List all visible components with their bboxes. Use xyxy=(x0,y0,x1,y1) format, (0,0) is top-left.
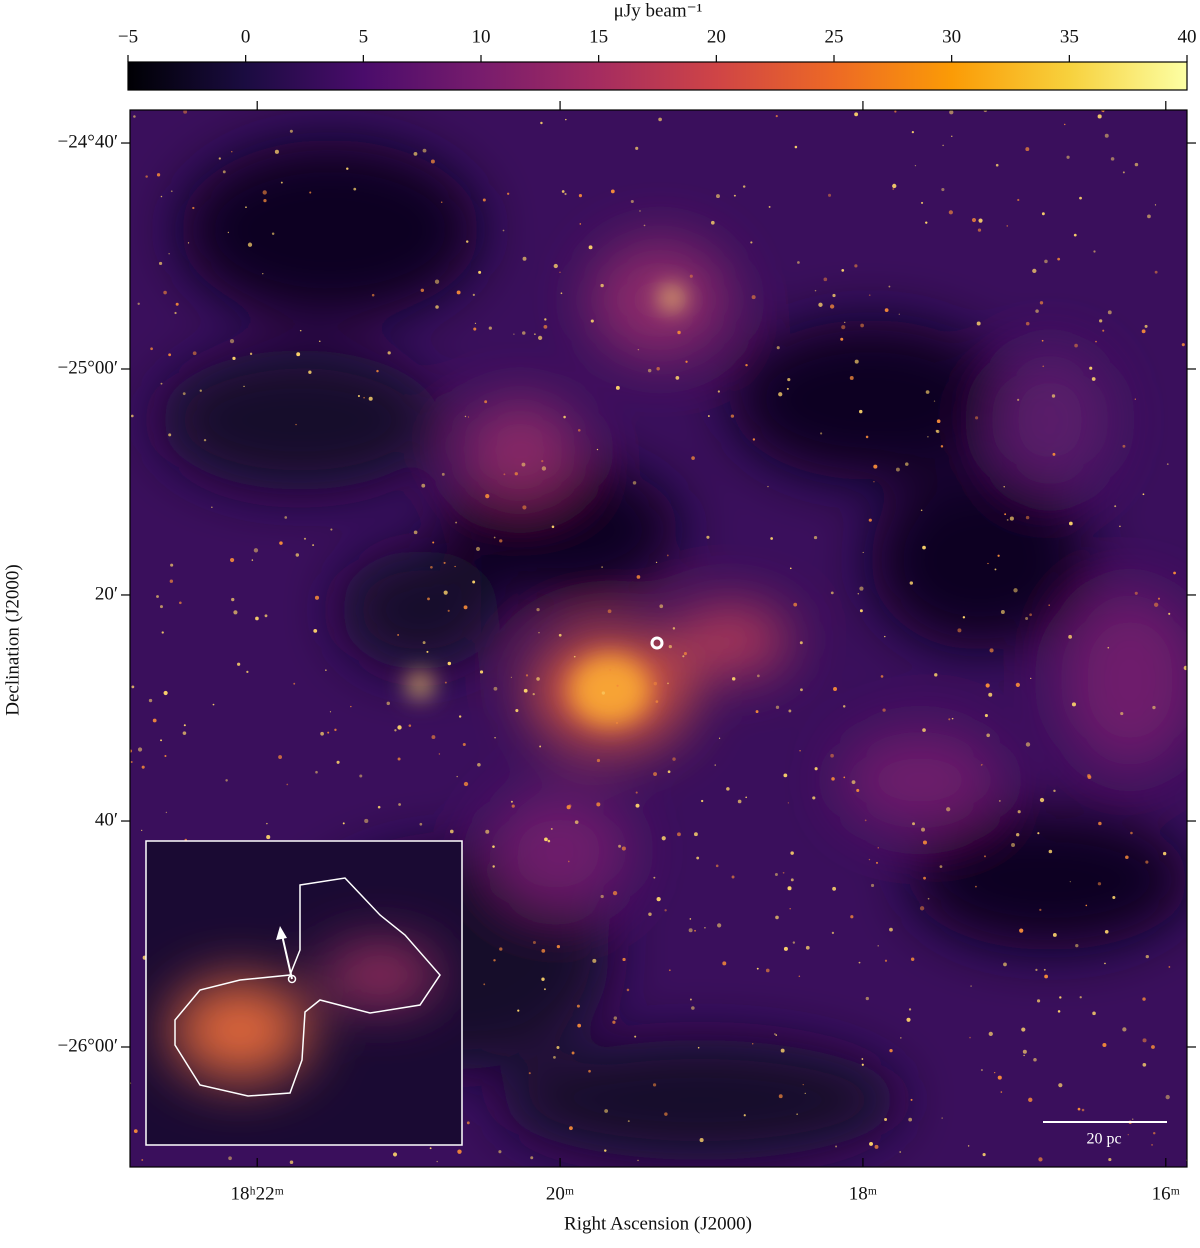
colorbar-tick-label: 20 xyxy=(707,26,726,47)
inset xyxy=(145,840,463,1146)
colorbar-label: μJy beam⁻¹ xyxy=(614,0,703,21)
y-tick-label: 40′ xyxy=(95,809,118,830)
colorbar xyxy=(127,61,1188,91)
frame xyxy=(129,109,1188,1168)
scale-bar-label: 20 pc xyxy=(1086,1131,1121,1148)
colorbar-tick-label: −5 xyxy=(118,26,138,47)
y-tick-label: 20′ xyxy=(95,583,118,604)
colorbar-tick-label: 5 xyxy=(359,26,369,47)
y-tick-label: −25°00′ xyxy=(58,357,118,378)
colorbar-tick-label: 15 xyxy=(589,26,608,47)
y-tick-label: −24°40′ xyxy=(58,131,118,152)
x-tick-label: 16ᵐ xyxy=(1152,1183,1180,1204)
colorbar-tick-label: 40 xyxy=(1178,26,1197,47)
y-axis-label: Declination (J2000) xyxy=(2,564,23,715)
colorbar-tick-label: 0 xyxy=(241,26,251,47)
y-tick-label: −26°00′ xyxy=(58,1035,118,1056)
colorbar-tick-label: 35 xyxy=(1060,26,1079,47)
x-tick-label: 18ᵐ xyxy=(849,1183,877,1204)
colorbar-tick-label: 10 xyxy=(472,26,491,47)
colorbar-tick-label: 25 xyxy=(825,26,844,47)
x-tick-label: 20ᵐ xyxy=(546,1183,574,1204)
x-axis-label: Right Ascension (J2000) xyxy=(564,1213,752,1234)
x-tick-label: 18ʰ22ᵐ xyxy=(231,1183,284,1204)
colorbar-tick-label: 30 xyxy=(942,26,961,47)
marker xyxy=(650,636,664,650)
